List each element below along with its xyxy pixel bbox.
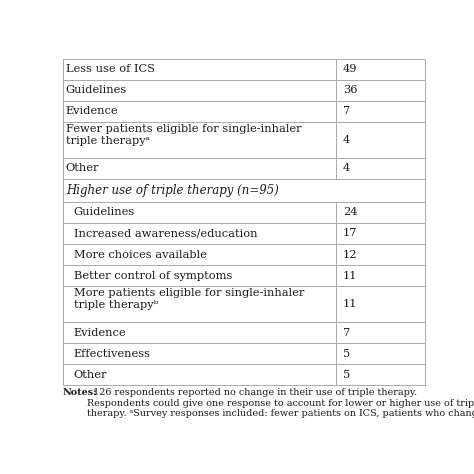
Text: 126 respondents reported no change in their use of triple therapy.
Respondents c: 126 respondents reported no change in th… [87,388,474,418]
Text: Effectiveness: Effectiveness [74,349,151,359]
Text: More choices available: More choices available [74,249,207,260]
Text: 24: 24 [343,207,357,218]
Text: Evidence: Evidence [74,328,127,337]
Text: 11: 11 [343,271,357,281]
Text: Guidelines: Guidelines [74,207,135,218]
Text: 7: 7 [343,328,350,337]
Text: 4: 4 [343,164,350,173]
Text: Evidence: Evidence [66,106,118,117]
Text: 5: 5 [343,349,350,359]
Text: 5: 5 [343,370,350,380]
Text: Other: Other [66,164,100,173]
Text: 17: 17 [343,228,357,238]
Text: Notes:: Notes: [63,388,98,397]
Text: More patients eligible for single-inhaler
triple therapyᵇ: More patients eligible for single-inhale… [74,288,304,310]
Text: 49: 49 [343,64,357,74]
Text: 36: 36 [343,85,357,95]
Text: 7: 7 [343,106,350,117]
Text: Fewer patients eligible for single-inhaler
triple therapyᵃ: Fewer patients eligible for single-inhal… [66,124,301,146]
Text: Guidelines: Guidelines [66,85,127,95]
Text: Higher use of triple therapy (n=95): Higher use of triple therapy (n=95) [66,184,279,197]
Text: Better control of symptoms: Better control of symptoms [74,271,232,281]
Text: 11: 11 [343,299,357,309]
Text: 12: 12 [343,249,357,260]
Text: 4: 4 [343,135,350,145]
Text: Less use of ICS: Less use of ICS [66,64,155,74]
Text: Other: Other [74,370,107,380]
Text: Increased awareness/education: Increased awareness/education [74,228,257,238]
